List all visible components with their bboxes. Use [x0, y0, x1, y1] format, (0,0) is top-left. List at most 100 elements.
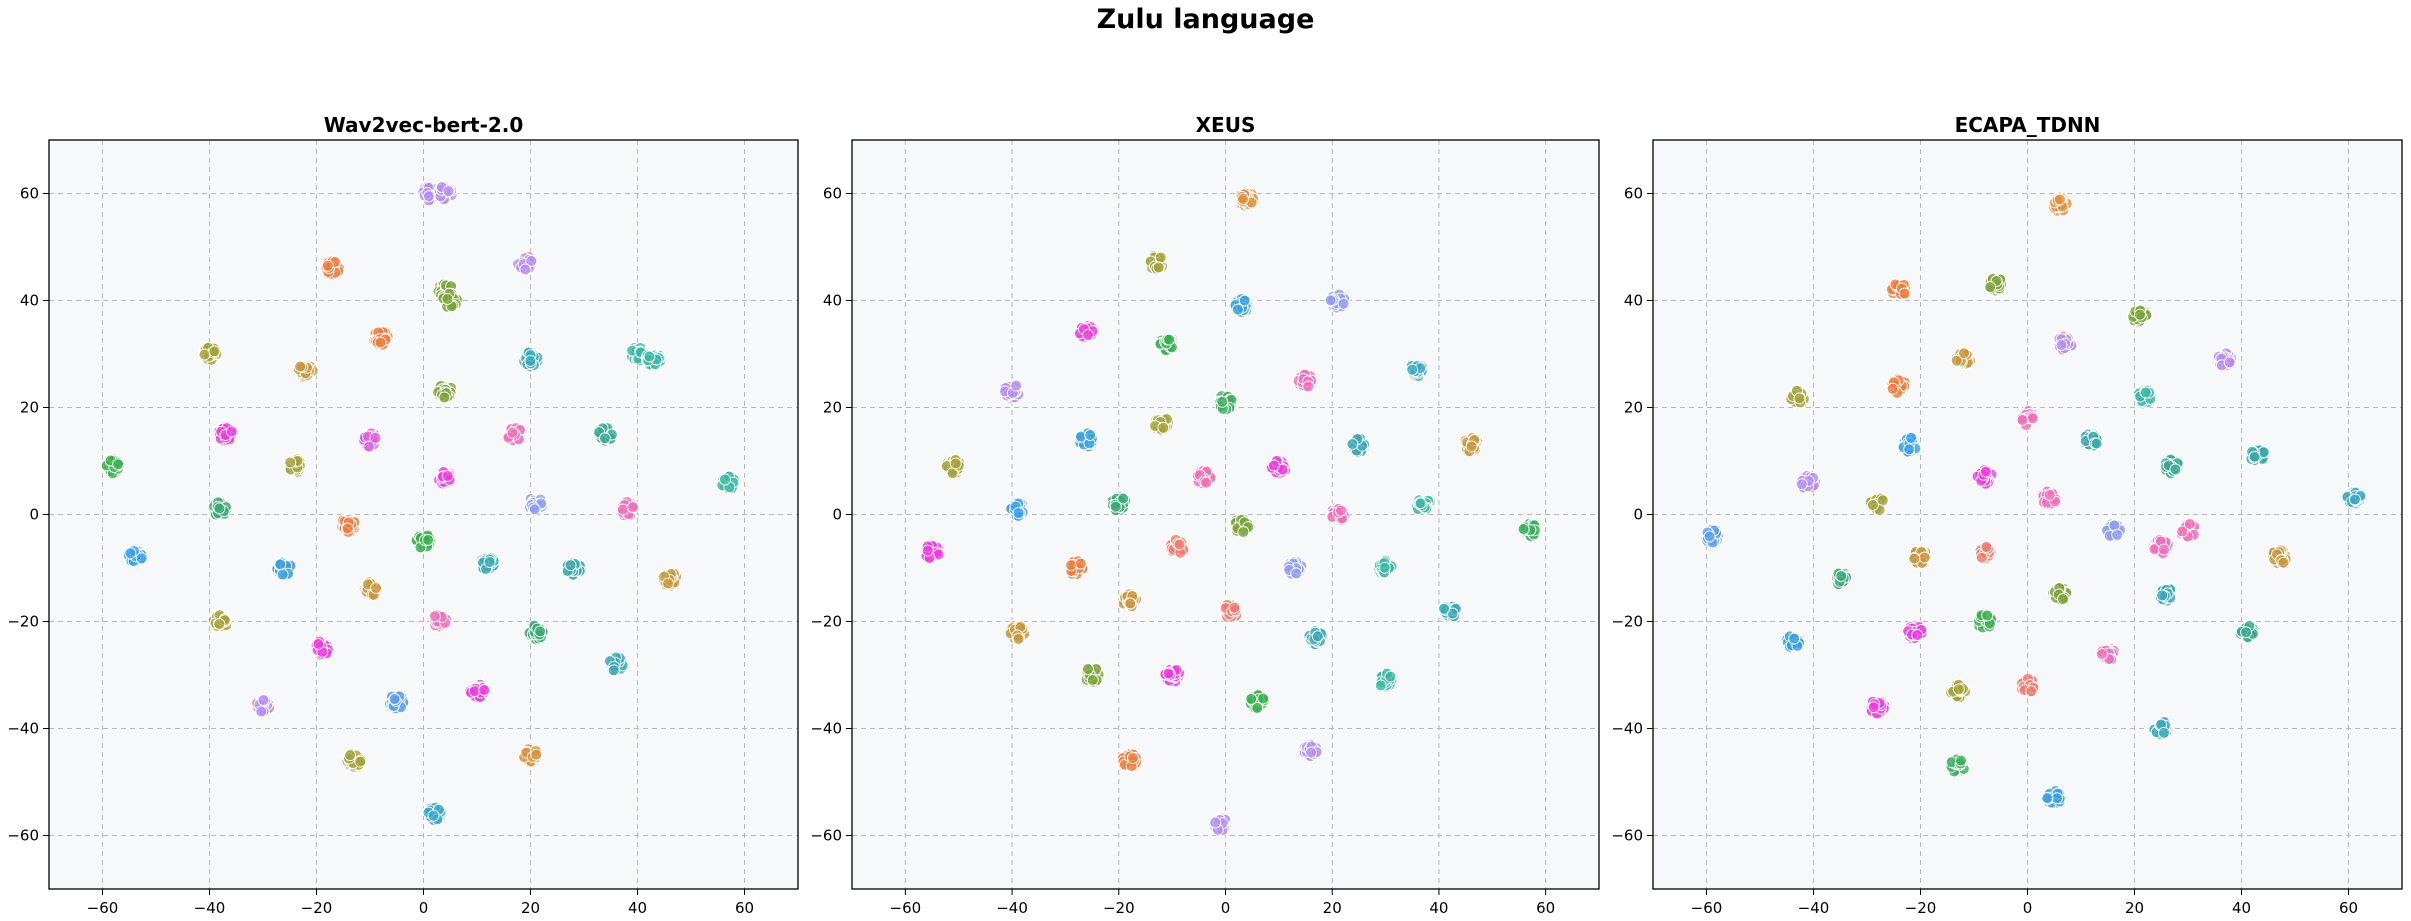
data-point [2240, 626, 2253, 639]
y-tick-label: −20 [1611, 613, 1643, 631]
scatter-panel-3: −60 −40 −20 0 20 40 60 −60 −40 −20 0 20 40 60 ECAPA_TD… [1611, 113, 2403, 917]
cluster-8 [1292, 368, 1318, 393]
data-point [1835, 570, 1848, 582]
data-point [2139, 386, 2152, 399]
data-point [388, 693, 401, 706]
data-point [1905, 431, 1918, 444]
data-point [528, 503, 541, 516]
data-point [1898, 287, 1911, 300]
cluster-36 [310, 635, 334, 661]
x-tick-label: 0 [419, 899, 429, 917]
cluster-21 [1325, 501, 1350, 527]
cluster-38 [464, 678, 491, 704]
data-point [225, 425, 238, 438]
cluster-34 [207, 609, 233, 633]
data-point [949, 457, 962, 470]
data-point [1876, 494, 1889, 507]
data-point [1245, 692, 1258, 705]
x-tick-label: 40 [628, 899, 647, 917]
data-point [643, 350, 656, 363]
scatter-panel-1: −60 −40 −20 0 20 40 60 −60 −40 −20 0 20 40 60 Wav2vec-… [7, 113, 799, 917]
data-point [2111, 528, 2124, 541]
cluster-2 [1144, 250, 1169, 275]
data-point [1911, 629, 1924, 641]
cluster-21 [716, 470, 740, 495]
data-point [1162, 667, 1175, 680]
y-tick-label: 40 [823, 292, 842, 310]
data-point [284, 456, 297, 469]
cluster-26 [410, 529, 437, 554]
cluster-1 [417, 180, 441, 207]
data-point [294, 360, 307, 373]
data-point [2277, 556, 2290, 569]
data-point [124, 547, 137, 560]
data-point [1065, 559, 1078, 572]
cluster-3 [320, 255, 346, 280]
y-tick-label: −20 [7, 613, 39, 631]
data-point [1302, 380, 1315, 393]
data-point [2026, 412, 2039, 425]
cluster-41 [518, 743, 544, 768]
data-point [1238, 294, 1251, 307]
cluster-31 [1437, 600, 1462, 623]
data-point [1918, 551, 1931, 564]
data-point [506, 426, 519, 439]
data-point [2043, 488, 2056, 501]
data-point [276, 568, 289, 581]
cluster-30 [561, 557, 586, 581]
data-point [1268, 459, 1280, 472]
data-point [1414, 497, 1427, 510]
data-point [2156, 589, 2169, 602]
x-tick-label: 60 [2339, 899, 2358, 917]
data-point [1082, 663, 1094, 676]
y-tick-label: 40 [1624, 292, 1643, 310]
data-point [524, 354, 537, 367]
cluster-32 [358, 576, 383, 602]
data-points [920, 187, 1542, 837]
cluster-31 [657, 567, 683, 592]
data-point [2248, 450, 2261, 463]
data-point [2055, 338, 2068, 351]
y-tick-label: 40 [20, 292, 39, 310]
cluster-27 [122, 545, 148, 568]
data-point [1903, 443, 1916, 456]
data-point [441, 470, 454, 482]
data-point [2025, 685, 2038, 698]
data-point [2041, 792, 2054, 805]
data-point [1257, 692, 1270, 705]
y-tick-label: 60 [823, 185, 842, 203]
data-point [1886, 382, 1899, 395]
data-point [1384, 670, 1397, 683]
data-point [1517, 523, 1530, 536]
cluster-5 [1074, 319, 1099, 344]
data-point [2057, 593, 2069, 606]
y-tick-label: −40 [1611, 720, 1643, 738]
data-point [1305, 746, 1318, 759]
x-tick-label: −60 [1691, 899, 1723, 917]
data-point [198, 348, 211, 361]
data-point [442, 185, 455, 198]
cluster-14 [2245, 442, 2270, 467]
data-point [1378, 561, 1391, 574]
x-tick-label: 40 [1429, 899, 1448, 917]
cluster-16 [593, 422, 618, 447]
data-point [422, 533, 435, 546]
data-point [344, 749, 357, 762]
data-point [616, 503, 629, 516]
data-point [321, 259, 334, 272]
data-point [255, 705, 268, 718]
data-point [2158, 726, 2170, 739]
cluster-17 [1794, 469, 1821, 494]
data-point [1012, 507, 1025, 519]
data-point [423, 190, 435, 203]
data-point [428, 610, 441, 623]
data-point [362, 440, 375, 453]
data-point [1231, 303, 1244, 316]
y-tick-label: 60 [20, 185, 39, 203]
cluster-30 [1219, 598, 1243, 624]
cluster-35 [1080, 662, 1105, 688]
data-point [312, 638, 325, 651]
data-point [1209, 816, 1222, 829]
cluster-8 [198, 341, 223, 366]
